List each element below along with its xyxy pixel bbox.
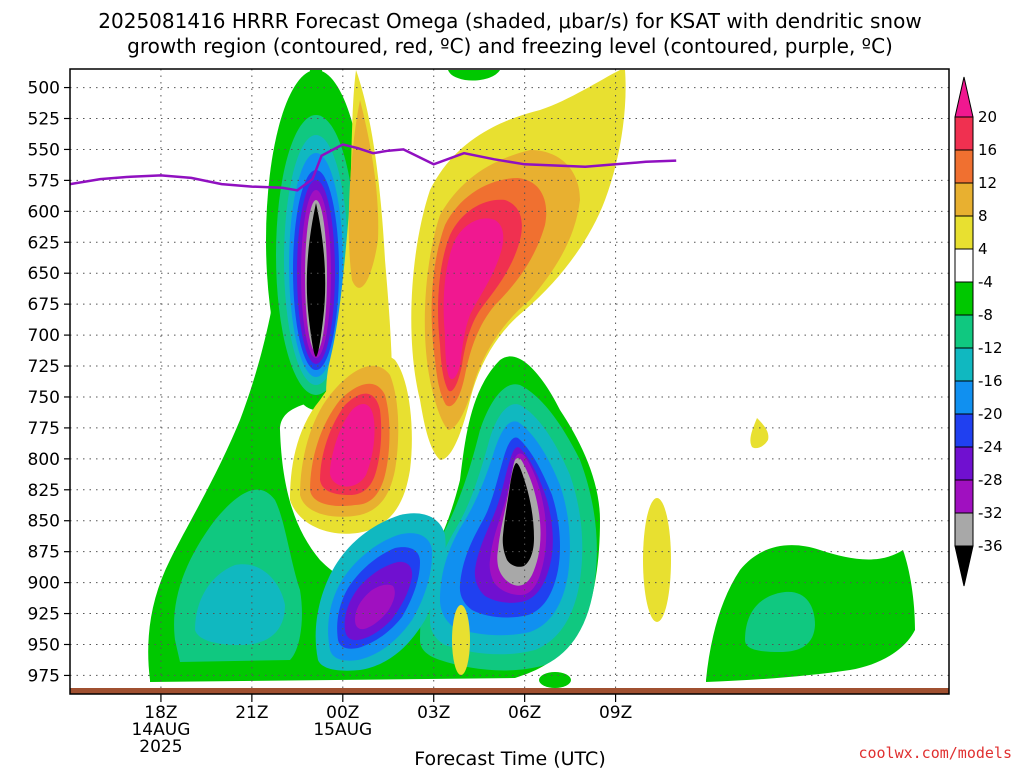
omega-blob-yellow-2: [750, 418, 769, 449]
colorbar-label--16: -16: [978, 372, 1003, 390]
x-tick-label-03Z: 03Z: [417, 703, 450, 723]
omega-cell-5-violet: [355, 584, 395, 630]
x-tick-label-09Z: 09Z: [599, 703, 632, 723]
colorbar: 20 16 12 8 4 -4 -8 -12 -16 -20 -24 -28 -32 -36: [954, 76, 1003, 587]
x-axis-label: Forecast Time (UTC): [414, 748, 605, 768]
y-tick-label-650: 650: [28, 264, 60, 284]
colorbar-label-8: 8: [978, 207, 988, 225]
colorbar-label--4: -4: [978, 273, 993, 291]
plot-frame: [69, 68, 950, 695]
ground-strip: [70, 688, 949, 694]
y-tick-label-525: 525: [28, 110, 60, 130]
omega-blob-yellow-3: [452, 605, 470, 675]
plot-area: [70, 69, 949, 694]
y-tick-label-600: 600: [28, 202, 60, 222]
omega-shaded-field: [148, 70, 915, 688]
colorbar-bin--36-to--32: [954, 512, 974, 547]
colorbar-bin--32-to--28: [954, 479, 974, 514]
credit-text: coolwx.com/models: [858, 744, 1012, 762]
colorbar-bin--28-to--24: [954, 446, 974, 481]
x-tick-label-18Z: 18Z: [144, 703, 177, 723]
omega-blob-green-small: [539, 672, 571, 688]
y-tick-label-725: 725: [28, 357, 60, 377]
omega-blob-green-top: [448, 70, 500, 81]
colorbar-label-16: 16: [978, 141, 997, 159]
colorbar-bin-16-to-20: [954, 116, 974, 151]
y-tick-label-975: 975: [28, 666, 60, 686]
omega-region-right-teal: [745, 591, 815, 652]
colorbar-label-12: 12: [978, 174, 997, 192]
y-tick-label-950: 950: [28, 635, 60, 655]
y-tick-label-925: 925: [28, 605, 60, 625]
y-tick-label-875: 875: [28, 543, 60, 563]
y-tick-label-550: 550: [28, 140, 60, 160]
colorbar-bin--4-to-4: [954, 248, 974, 283]
omega-cell-1-core: [306, 203, 326, 357]
colorbar-bin--24-to--20: [954, 413, 974, 448]
colorbar-bin--16-to--12: [954, 347, 974, 382]
x-tick-label-2025: 2025: [139, 737, 182, 757]
colorbar-top-arrow: [954, 76, 974, 118]
grid-lines: [70, 69, 949, 694]
x-tick-label-00Z: 00Z: [326, 703, 359, 723]
y-tick-label-800: 800: [28, 450, 60, 470]
colorbar-bin--12-to--8: [954, 314, 974, 349]
colorbar-bin-4-to-8: [954, 215, 974, 250]
colorbar-bin--8-to--4: [954, 281, 974, 316]
colorbar-bin-8-to-12: [954, 182, 974, 217]
colorbar-label--32: -32: [978, 504, 1003, 522]
chart-title-line-1: 2025081416 HRRR Forecast Omega (shaded, …: [98, 9, 921, 33]
y-tick-label-750: 750: [28, 388, 60, 408]
y-tick-label-900: 900: [28, 574, 60, 594]
colorbar-label-20: 20: [978, 108, 997, 126]
colorbar-bottom-arrow: [954, 545, 974, 587]
y-tick-label-625: 625: [28, 233, 60, 253]
x-tick-label-15AUG: 15AUG: [313, 720, 372, 740]
colorbar-label--8: -8: [978, 306, 993, 324]
colorbar-label--12: -12: [978, 339, 1003, 357]
omega-cell-2-core: [329, 404, 375, 487]
colorbar-bin--20-to--16: [954, 380, 974, 415]
x-tick-label-14AUG: 14AUG: [131, 720, 190, 740]
y-tick-label-850: 850: [28, 512, 60, 532]
y-tick-label-700: 700: [28, 326, 60, 346]
colorbar-label--28: -28: [978, 471, 1003, 489]
omega-blob-yellow-1: [643, 498, 671, 622]
y-tick-label-775: 775: [28, 419, 60, 439]
x-tick-label-21Z: 21Z: [235, 703, 268, 723]
omega-cell-3-core: [443, 218, 504, 380]
colorbar-label--20: -20: [978, 405, 1003, 423]
omega-cell-4-core: [502, 463, 534, 567]
x-tick-label-06Z: 06Z: [508, 703, 541, 723]
colorbar-label--36: -36: [978, 537, 1003, 555]
chart-title-line-2: growth region (contoured, red, ºC) and f…: [127, 34, 893, 58]
colorbar-label-4: 4: [978, 240, 988, 258]
y-tick-label-575: 575: [28, 171, 60, 191]
omega-region-negative-cyan: [195, 564, 285, 645]
y-tick-label-500: 500: [28, 79, 60, 99]
y-tick-label-825: 825: [28, 481, 60, 501]
freezing-level-line: [70, 143, 677, 192]
y-tick-label-675: 675: [28, 295, 60, 315]
colorbar-label--24: -24: [978, 438, 1003, 456]
colorbar-bin-12-to-16: [954, 149, 974, 184]
y-axis: 500 525 550 575 600 625 650 675 700 725 750 775 800 8…: [28, 79, 70, 686]
